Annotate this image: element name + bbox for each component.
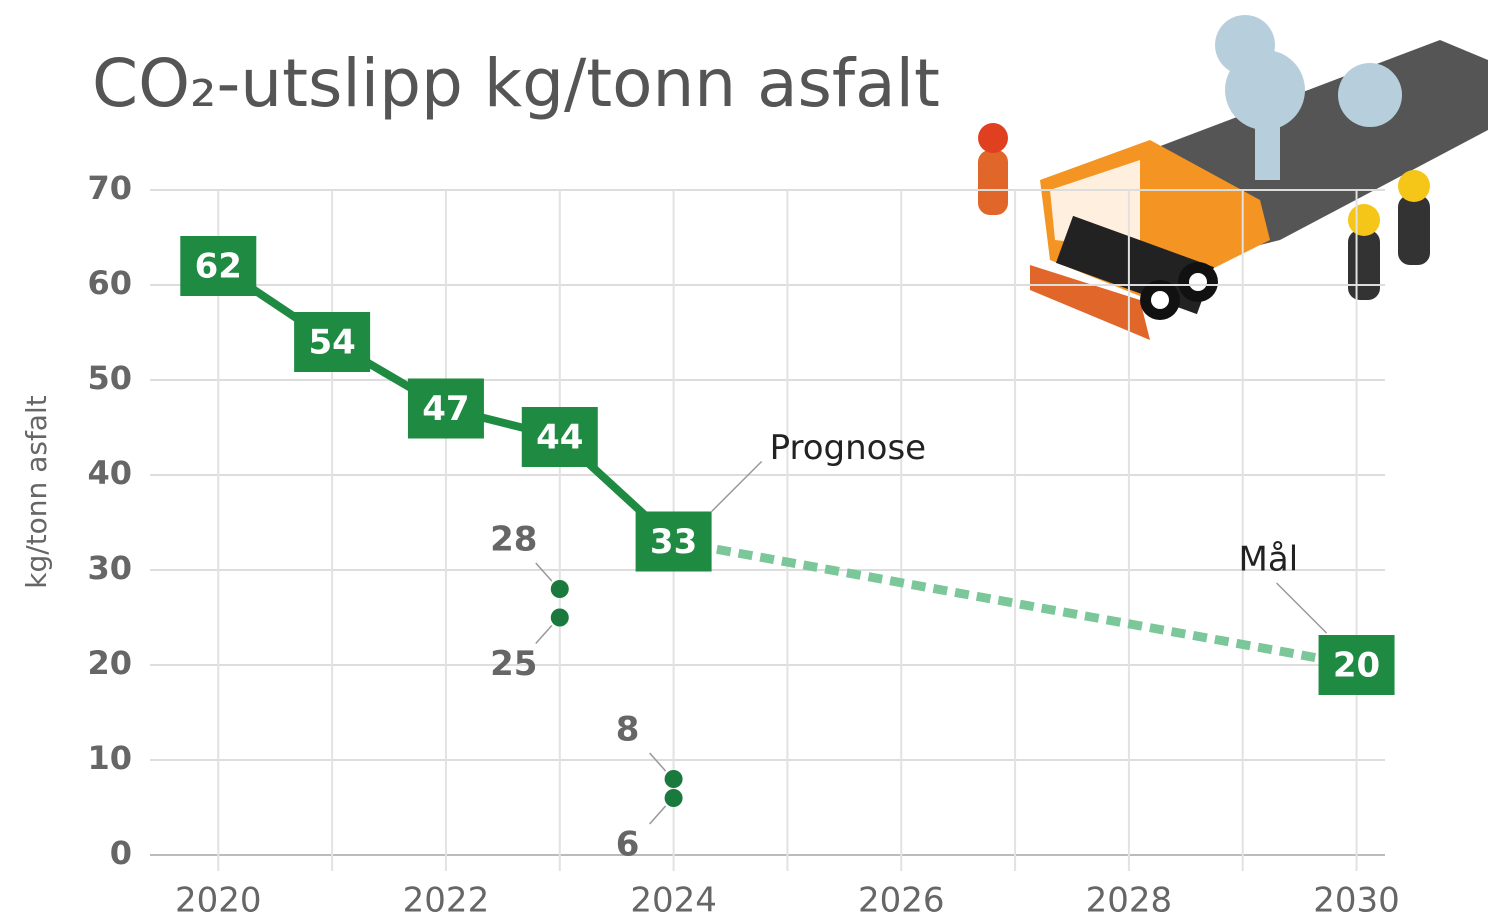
x-tick-label: 2026 bbox=[858, 881, 945, 921]
value-box bbox=[1318, 635, 1395, 695]
x-tick-label: 2024 bbox=[630, 881, 717, 921]
y-tick-label: 20 bbox=[87, 644, 132, 682]
value-box bbox=[294, 312, 371, 372]
data-label: 54 bbox=[308, 323, 355, 363]
annotation: Prognose bbox=[770, 428, 927, 468]
x-tick-label: 2028 bbox=[1086, 881, 1173, 921]
leader-line bbox=[535, 625, 553, 644]
data-label: 20 bbox=[1333, 646, 1380, 686]
point bbox=[664, 770, 683, 788]
data-label: 8 bbox=[616, 710, 640, 750]
data-label: 6 bbox=[616, 825, 640, 865]
data-label: 44 bbox=[536, 418, 583, 458]
y-tick-label: 40 bbox=[87, 454, 132, 492]
y-tick-label: 70 bbox=[87, 169, 132, 207]
line bbox=[672, 537, 1358, 670]
data-label: 47 bbox=[422, 389, 469, 429]
point bbox=[664, 789, 683, 807]
data-label: 62 bbox=[195, 247, 242, 287]
annotation: Mål bbox=[1239, 540, 1299, 580]
chart-title: CO₂-utslipp kg/tonn asfalt bbox=[92, 45, 940, 122]
x-tick-label: 2030 bbox=[1313, 881, 1400, 921]
data-label: 25 bbox=[490, 644, 537, 684]
value-box bbox=[180, 236, 257, 296]
value-box bbox=[635, 511, 712, 572]
point bbox=[550, 580, 569, 598]
y-axis-label: kg/tonn asfalt bbox=[20, 395, 53, 588]
y-tick-label: 0 bbox=[110, 834, 132, 872]
value-box bbox=[407, 378, 484, 439]
leader-line bbox=[711, 460, 763, 513]
x-tick-label: 2022 bbox=[403, 881, 490, 921]
leader-line bbox=[649, 752, 667, 772]
value-box bbox=[521, 407, 598, 467]
y-tick-label: 10 bbox=[87, 739, 132, 777]
data-label: 28 bbox=[490, 520, 537, 560]
data-label: 33 bbox=[650, 522, 697, 562]
y-tick-label: 30 bbox=[87, 549, 132, 587]
y-tick-label: 50 bbox=[87, 359, 132, 397]
illustration bbox=[978, 15, 1488, 340]
leader-line bbox=[535, 562, 553, 582]
leader-line bbox=[649, 805, 667, 825]
y-tick-label: 60 bbox=[87, 264, 132, 302]
leader-line bbox=[1276, 582, 1328, 634]
point bbox=[550, 608, 569, 627]
x-tick-label: 2020 bbox=[175, 881, 262, 921]
